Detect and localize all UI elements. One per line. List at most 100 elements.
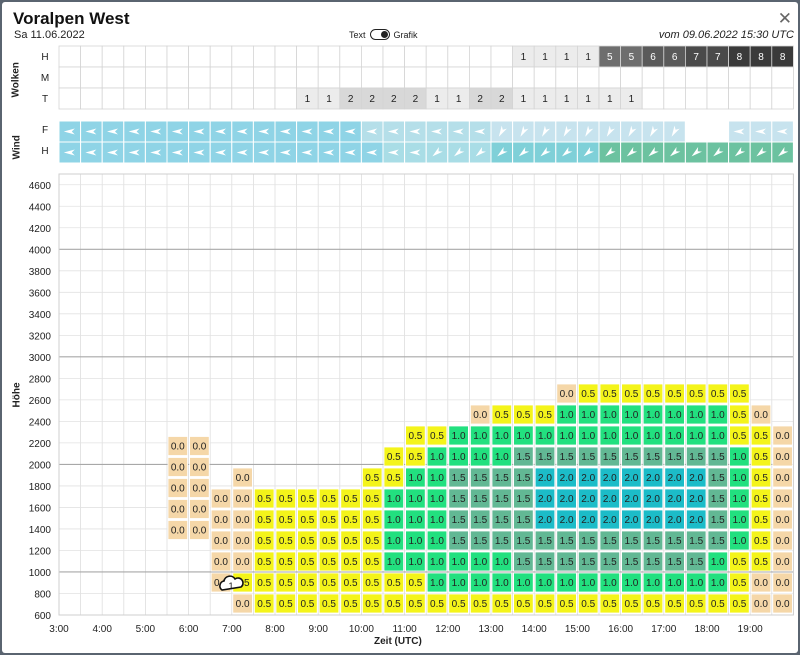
heat-cell-value: 1.5 bbox=[646, 536, 660, 547]
heat-cell bbox=[578, 488, 599, 509]
heat-cell bbox=[297, 572, 318, 593]
wind-arrow-icon bbox=[366, 128, 378, 135]
heat-cell-value: 1.0 bbox=[387, 515, 401, 526]
heat-cell-value: 1.5 bbox=[560, 452, 574, 463]
wind-arrow-icon bbox=[63, 128, 75, 135]
y-tick-label: 4200 bbox=[29, 224, 52, 235]
heat-cell-value: 0.5 bbox=[408, 431, 422, 442]
toggle-switch[interactable] bbox=[369, 29, 390, 40]
cloud-cell-value: 7 bbox=[715, 52, 721, 63]
heat-cell bbox=[189, 457, 210, 477]
wind-arrow-icon bbox=[626, 146, 638, 157]
heat-cell-value: 0.5 bbox=[387, 599, 401, 610]
cloud-cell-value: 1 bbox=[564, 52, 570, 63]
heat-cell bbox=[167, 478, 189, 498]
heat-cell bbox=[707, 488, 729, 509]
wind-arrow-icon bbox=[215, 128, 226, 135]
heat-cell-value: 1.0 bbox=[452, 578, 466, 589]
wind-arrow-icon bbox=[474, 128, 486, 135]
heat-cell bbox=[772, 488, 793, 509]
heat-cell-value: 0.5 bbox=[365, 515, 379, 526]
heat-cell bbox=[729, 383, 750, 404]
heat-cell-value: 0.5 bbox=[495, 599, 509, 610]
heat-cell-value: 1.5 bbox=[473, 536, 487, 547]
close-icon[interactable]: ✕ bbox=[777, 9, 792, 28]
x-tick-label: 18:00 bbox=[694, 624, 719, 635]
heat-cell bbox=[621, 383, 642, 404]
heat-cell-value: 0.5 bbox=[300, 536, 314, 547]
wind-arrow-icon bbox=[301, 149, 313, 156]
heat-cell-value: 2.0 bbox=[603, 494, 617, 505]
heat-cell-value: 1.0 bbox=[646, 578, 660, 589]
heat-cell bbox=[729, 488, 750, 509]
heat-cell bbox=[210, 551, 232, 572]
heat-cell-value: 0.5 bbox=[732, 578, 746, 589]
heat-cell bbox=[167, 436, 189, 456]
heat-cell bbox=[664, 425, 685, 446]
heat-cell-value: 0.5 bbox=[257, 515, 271, 526]
heat-cell bbox=[707, 467, 729, 488]
heat-cell bbox=[686, 530, 707, 551]
heat-cell bbox=[297, 488, 318, 509]
heat-cell bbox=[253, 530, 275, 551]
heat-cell bbox=[383, 572, 405, 593]
heat-cell bbox=[340, 551, 361, 572]
heat-cell-value: 0.5 bbox=[257, 557, 271, 568]
heat-cell-value: 1.5 bbox=[668, 557, 682, 568]
wind-arrow-icon bbox=[756, 146, 767, 157]
heat-cell-value: 1.0 bbox=[603, 578, 617, 589]
heat-cell bbox=[513, 467, 534, 488]
wind-arrow-icon bbox=[366, 149, 378, 156]
heat-cell bbox=[621, 509, 642, 530]
heat-cell-value: 1.0 bbox=[732, 494, 746, 505]
cloud-cell-value: 1 bbox=[521, 52, 527, 63]
heat-cell-value: 1.0 bbox=[581, 431, 595, 442]
heat-cell bbox=[513, 551, 534, 572]
heat-cell bbox=[534, 551, 556, 572]
heat-cell bbox=[621, 467, 642, 488]
x-tick-label: 3:00 bbox=[49, 624, 69, 635]
heat-cell bbox=[405, 530, 426, 551]
heat-cell bbox=[232, 593, 253, 614]
heat-cell bbox=[729, 446, 750, 467]
wind-arrow-icon bbox=[236, 149, 248, 156]
heat-cell bbox=[750, 593, 772, 614]
y-tick-label: 3800 bbox=[29, 267, 52, 278]
wind-arrow-icon bbox=[409, 149, 421, 156]
heat-cell bbox=[642, 572, 664, 593]
heat-cell bbox=[253, 488, 275, 509]
heat-cell bbox=[750, 404, 772, 425]
wind-arrow-icon bbox=[605, 146, 616, 157]
heat-cell-value: 2.0 bbox=[603, 473, 617, 484]
heat-cell-value: 1.5 bbox=[711, 473, 725, 484]
heat-cell-value: 1.5 bbox=[495, 536, 509, 547]
heat-cell bbox=[599, 593, 621, 614]
heat-cell bbox=[664, 383, 685, 404]
heat-cell bbox=[448, 488, 469, 509]
heat-cell bbox=[686, 509, 707, 530]
view-toggle[interactable]: Text Grafik bbox=[349, 29, 418, 40]
heat-cell-value: 0.5 bbox=[689, 389, 703, 400]
heat-cell-value: 2.0 bbox=[689, 515, 703, 526]
heat-cell bbox=[448, 593, 469, 614]
heat-cell-value: 0.5 bbox=[689, 599, 703, 610]
heat-cell-value: 1.5 bbox=[516, 515, 530, 526]
heat-cell bbox=[599, 530, 621, 551]
heat-cell-value: 0.0 bbox=[171, 526, 185, 537]
heat-cell bbox=[772, 593, 793, 614]
x-tick-label: 4:00 bbox=[92, 624, 112, 635]
heat-cell bbox=[340, 530, 361, 551]
heat-cell-value: 0.5 bbox=[732, 410, 746, 421]
heat-cell-value: 2.0 bbox=[689, 473, 703, 484]
y-tick-label: 3600 bbox=[29, 288, 52, 299]
heat-cell bbox=[642, 467, 664, 488]
heat-cell bbox=[556, 488, 577, 509]
heat-cell bbox=[491, 446, 513, 467]
heat-cell bbox=[729, 572, 750, 593]
heat-cell-value: 1.5 bbox=[473, 515, 487, 526]
heat-cell bbox=[361, 530, 383, 551]
heat-cell bbox=[275, 572, 297, 593]
heat-cell-value: 1.0 bbox=[387, 557, 401, 568]
heat-cell-value: 1.5 bbox=[452, 536, 466, 547]
heat-cell-value: 0.0 bbox=[754, 599, 768, 610]
